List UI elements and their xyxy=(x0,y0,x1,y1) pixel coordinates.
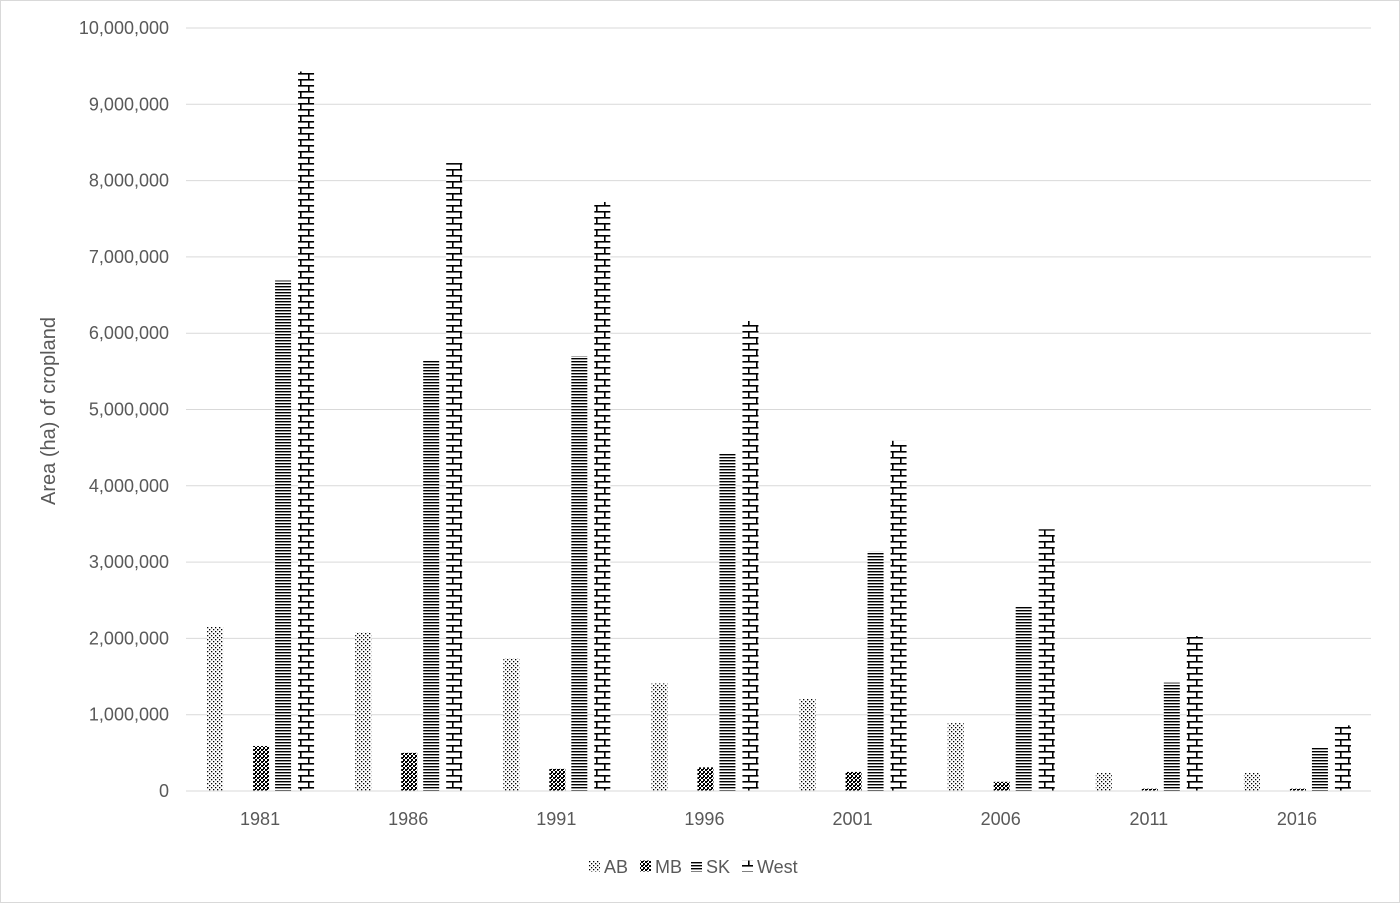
bar-sk-2011 xyxy=(1163,682,1180,791)
legend: AB MB SK West xyxy=(589,857,798,877)
gridlines xyxy=(186,27,1371,716)
y-tick-label: 10,000,000 xyxy=(79,18,169,38)
bar-west-1986 xyxy=(446,163,463,791)
x-tick-label: 2006 xyxy=(981,809,1021,829)
x-tick-label: 1986 xyxy=(388,809,428,829)
bar-ab-1996 xyxy=(651,683,668,791)
x-tick-label: 2011 xyxy=(1129,809,1168,829)
x-tick-label: 1991 xyxy=(536,809,576,829)
x-tick-label: 2016 xyxy=(1277,809,1317,829)
y-tick-label: 5,000,000 xyxy=(89,400,169,420)
bar-mb-2016 xyxy=(1289,788,1306,791)
bar-west-1981 xyxy=(298,71,315,792)
legend-swatch-ab xyxy=(589,860,600,872)
legend-label-west: West xyxy=(757,857,798,877)
y-axis-tick-labels: 0 1,000,000 2,000,000 3,000,000 4,000,000 5,0… xyxy=(79,18,169,801)
legend-label-mb: MB xyxy=(655,857,682,877)
bar-ab-2006 xyxy=(947,723,964,791)
y-tick-label: 4,000,000 xyxy=(89,476,169,496)
bar-west-1996 xyxy=(742,320,759,791)
bar-sk-2016 xyxy=(1311,747,1328,791)
bar-ab-1981 xyxy=(207,626,224,791)
bars xyxy=(207,71,1351,792)
bar-ab-1986 xyxy=(355,632,372,791)
y-tick-label: 3,000,000 xyxy=(89,552,169,572)
bar-mb-2001 xyxy=(845,771,862,791)
bar-sk-1981 xyxy=(275,280,292,791)
bar-mb-1996 xyxy=(697,767,714,791)
bar-ab-2001 xyxy=(799,698,816,791)
legend-swatch-mb xyxy=(640,860,651,872)
bar-sk-1986 xyxy=(423,359,440,791)
bar-mb-2011 xyxy=(1141,788,1158,791)
bar-west-2011 xyxy=(1186,636,1203,791)
legend-swatch-west xyxy=(742,860,753,872)
bar-west-2006 xyxy=(1038,529,1055,791)
y-tick-label: 6,000,000 xyxy=(89,323,169,343)
x-tick-label: 2001 xyxy=(833,809,873,829)
x-tick-label: 1981 xyxy=(240,809,280,829)
y-tick-label: 2,000,000 xyxy=(89,628,169,648)
y-tick-label: 8,000,000 xyxy=(89,171,169,191)
bar-mb-1981 xyxy=(253,745,270,791)
bar-sk-1996 xyxy=(719,453,736,791)
bar-sk-2006 xyxy=(1015,606,1032,791)
y-tick-label: 9,000,000 xyxy=(89,94,169,114)
y-tick-label: 0 xyxy=(159,781,169,801)
bar-mb-1986 xyxy=(401,752,418,791)
bar-ab-2011 xyxy=(1095,772,1112,791)
bar-west-1991 xyxy=(594,201,611,792)
legend-label-ab: AB xyxy=(604,857,628,877)
bar-west-2001 xyxy=(890,440,907,791)
x-tick-label: 1996 xyxy=(684,809,724,829)
bar-sk-2001 xyxy=(867,551,884,791)
y-axis-title: Area (ha) of cropland xyxy=(38,317,60,505)
legend-swatch-sk xyxy=(691,860,702,872)
bar-west-2016 xyxy=(1334,725,1351,791)
x-axis-tick-labels: 1981 1986 1991 1996 2001 2006 2011 2016 xyxy=(240,809,1317,829)
y-tick-label: 7,000,000 xyxy=(89,247,169,267)
bar-mb-2006 xyxy=(993,781,1010,791)
bar-ab-2016 xyxy=(1243,772,1260,791)
bar-sk-1991 xyxy=(571,356,588,791)
y-tick-label: 1,000,000 xyxy=(89,705,169,725)
bar-ab-1991 xyxy=(503,658,520,791)
bar-mb-1991 xyxy=(549,768,566,791)
legend-label-sk: SK xyxy=(706,857,730,877)
